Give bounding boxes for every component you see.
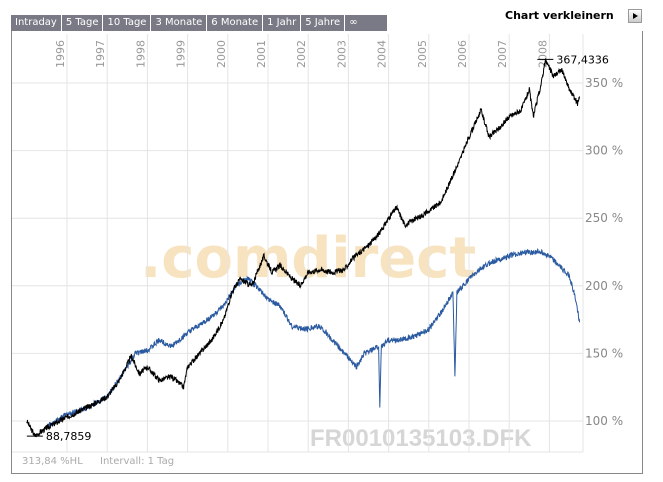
x-tick-label: 2001	[255, 40, 268, 68]
y-tick-label: 300 %	[585, 144, 623, 158]
x-tick-label: 2000	[215, 40, 228, 68]
annotation-label: 367,4336	[556, 53, 609, 66]
tab-6-monate[interactable]: 6 Monate	[207, 15, 264, 31]
x-tick-label: 2005	[416, 40, 429, 68]
x-tick-label: 1997	[94, 40, 107, 68]
chart-frame	[11, 31, 643, 474]
tab-3-monate[interactable]: 3 Monate	[151, 15, 208, 31]
period-tabs: Intraday 5 Tage 10 Tage 3 Monate 6 Monat…	[11, 15, 388, 31]
series-line-blue	[46, 248, 581, 429]
x-tick-label: 2007	[496, 40, 509, 68]
tab-5-tage[interactable]: 5 Tage	[62, 15, 104, 31]
tab-all[interactable]: ∞	[349, 17, 358, 28]
tab-intraday[interactable]: Intraday	[11, 15, 62, 31]
x-tick-label: 2004	[376, 40, 389, 68]
x-tick-label: 2002	[295, 40, 308, 68]
x-tick-label: 2006	[456, 40, 469, 68]
symbol-label: FR0010135103.DFK	[310, 425, 532, 452]
x-tick-label: 1996	[54, 40, 67, 68]
play-arrow-icon[interactable]	[628, 9, 642, 23]
y-tick-label: 350 %	[585, 76, 623, 90]
tab-10-tage[interactable]: 10 Tage	[103, 15, 152, 31]
tab-1-jahr[interactable]: 1 Jahr	[263, 15, 302, 31]
x-tick-label: 2003	[335, 40, 348, 68]
annotation-label: 88,7859	[46, 430, 91, 443]
x-tick-label: 1998	[134, 40, 147, 68]
series-line-black	[26, 58, 581, 438]
tab-5-jahre[interactable]: 5 Jahre	[301, 15, 346, 31]
x-tick-label: 1999	[175, 40, 188, 68]
footer-range: 313,84 %HL	[22, 456, 83, 467]
footer-interval: Intervall: 1 Tag	[100, 456, 175, 467]
y-tick-label: 150 %	[585, 346, 623, 360]
chart-shrink-label[interactable]: Chart verkleinern	[505, 9, 614, 22]
y-tick-label: 250 %	[585, 211, 623, 225]
y-tick-label: 100 %	[585, 414, 623, 428]
y-tick-label: 200 %	[585, 279, 623, 293]
